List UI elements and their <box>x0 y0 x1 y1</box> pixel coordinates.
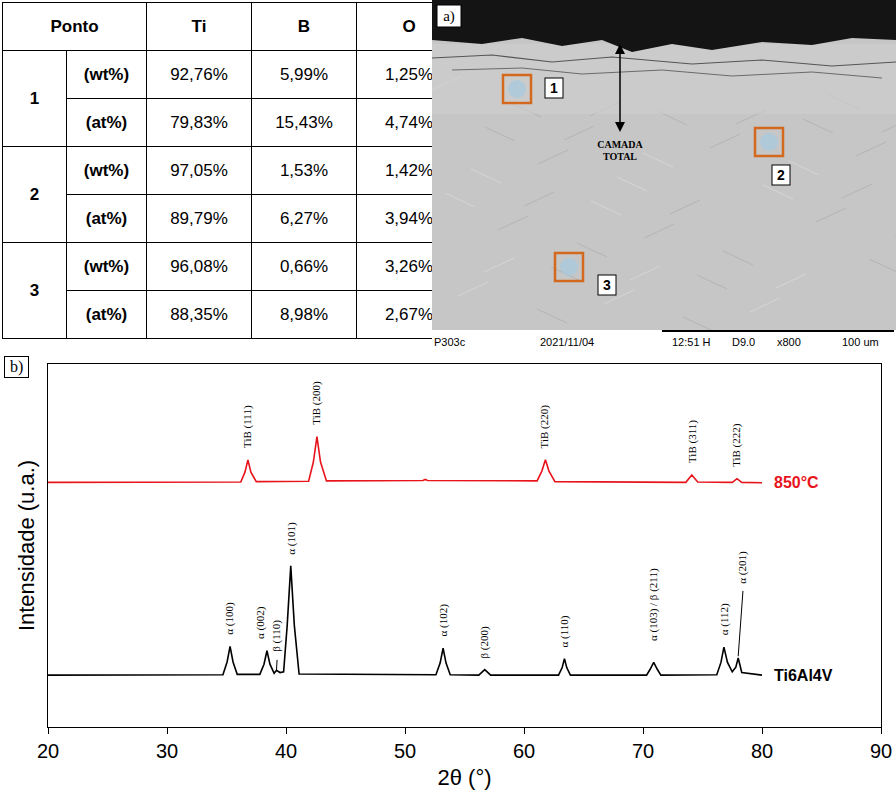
svg-text:12:51 H: 12:51 H <box>672 336 711 348</box>
svg-text:α (110): α (110) <box>558 615 571 647</box>
svg-text:50: 50 <box>394 740 416 762</box>
svg-text:a): a) <box>443 8 455 25</box>
html-text:1,42%: 1,42% <box>384 160 434 180</box>
svg-text:β (110): β (110) <box>270 620 283 652</box>
html-text:6,27%: 6,27% <box>279 208 329 228</box>
svg-text:3: 3 <box>603 277 611 293</box>
html-text:(wt%): (wt%) <box>83 64 130 84</box>
svg-text:2: 2 <box>777 167 785 183</box>
svg-text:30: 30 <box>156 740 178 762</box>
svg-text:70: 70 <box>632 740 654 762</box>
svg-text:100 um: 100 um <box>842 336 879 348</box>
html-text:0,66%: 0,66% <box>279 256 329 276</box>
html-text:92,76%: 92,76% <box>170 64 228 84</box>
html-text:b): b) <box>10 358 24 375</box>
html-text:(at%): (at%) <box>85 112 128 132</box>
svg-text:α (002): α (002) <box>254 606 267 639</box>
html-text:88,35%: 88,35% <box>170 304 228 324</box>
svg-text:2021/11/04: 2021/11/04 <box>540 336 594 348</box>
html-text:97,05%: 97,05% <box>170 160 228 180</box>
html-text:2,67%: 2,67% <box>384 304 434 324</box>
svg-text:Ti6Al4V: Ti6Al4V <box>774 667 833 684</box>
html-text:79,83%: 79,83% <box>170 112 228 132</box>
html-text:B: B <box>297 16 311 36</box>
html-text:8,98%: 8,98% <box>279 304 329 324</box>
html-text:(wt%): (wt%) <box>83 256 130 276</box>
svg-text:D9.0: D9.0 <box>732 336 755 348</box>
svg-text:x800: x800 <box>777 336 801 348</box>
html-text:1,53%: 1,53% <box>279 160 329 180</box>
html-text:96,08%: 96,08% <box>170 256 228 276</box>
html-text:3,94%: 3,94% <box>384 208 434 228</box>
html-text:5,99%: 5,99% <box>279 64 329 84</box>
html-text:Ti: Ti <box>191 16 207 36</box>
svg-text:TiB (111): TiB (111) <box>241 405 254 448</box>
html-text:Ponto: Ponto <box>50 16 99 36</box>
svg-text:2θ (°): 2θ (°) <box>437 765 491 790</box>
html-text:4,74%: 4,74% <box>384 112 434 132</box>
svg-text:Intensidade (u.a.): Intensidade (u.a.) <box>14 460 39 631</box>
html-text:3: 3 <box>29 280 40 300</box>
svg-text:TiB (311): TiB (311) <box>686 420 699 463</box>
svg-text:α (102): α (102) <box>437 604 450 637</box>
html-text:2: 2 <box>29 184 40 204</box>
html-text:3,26%: 3,26% <box>384 256 434 276</box>
svg-text:20: 20 <box>37 740 59 762</box>
svg-text:β (200): β (200) <box>478 626 491 659</box>
svg-text:α (201): α (201) <box>736 551 749 584</box>
svg-text:60: 60 <box>513 740 535 762</box>
html-text:1: 1 <box>29 88 40 108</box>
svg-text:40: 40 <box>275 740 297 762</box>
svg-text:TOTAL: TOTAL <box>603 151 637 162</box>
svg-text:CAMADA: CAMADA <box>597 139 643 150</box>
html-text:(at%): (at%) <box>85 304 128 324</box>
svg-text:α (101): α (101) <box>285 522 298 555</box>
svg-text:α (100): α (100) <box>223 602 236 635</box>
svg-text:α (103) / β (211): α (103) / β (211) <box>647 568 660 641</box>
html-text:O: O <box>402 16 416 36</box>
svg-text:80: 80 <box>751 740 773 762</box>
svg-text:1: 1 <box>550 80 558 96</box>
svg-text:850°C: 850°C <box>774 474 819 491</box>
html-text:89,79%: 89,79% <box>170 208 228 228</box>
html-text:(wt%): (wt%) <box>83 160 130 180</box>
html-text:(at%): (at%) <box>85 208 128 228</box>
svg-text:α (112): α (112) <box>718 603 731 635</box>
svg-text:TiB (200): TiB (200) <box>310 381 323 425</box>
svg-text:TiB (222): TiB (222) <box>730 423 743 467</box>
svg-text:TiB (220): TiB (220) <box>538 405 551 449</box>
svg-text:P303c: P303c <box>434 336 466 348</box>
html-text:15,43%: 15,43% <box>275 112 333 132</box>
svg-text:90: 90 <box>870 740 892 762</box>
html-text:1,25%: 1,25% <box>384 64 434 84</box>
